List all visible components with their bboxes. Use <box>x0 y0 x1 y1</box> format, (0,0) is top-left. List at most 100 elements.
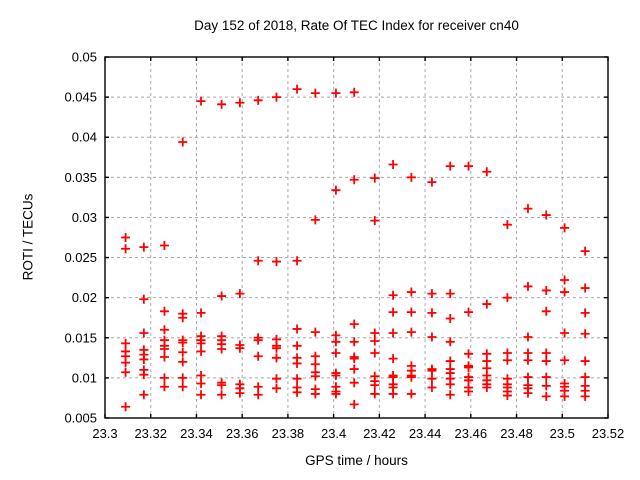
data-point-marker <box>292 256 302 266</box>
data-point-marker <box>310 371 320 381</box>
data-point-marker <box>331 348 341 358</box>
x-tick-label: 23.32 <box>134 426 167 441</box>
y-tick-label: 0.035 <box>64 170 97 185</box>
x-tick-label: 23.38 <box>272 426 305 441</box>
data-point-marker <box>159 352 169 362</box>
data-point-marker <box>502 391 512 401</box>
data-point-marker <box>541 372 551 382</box>
data-point-marker <box>196 346 206 356</box>
data-point-marker <box>178 137 188 147</box>
data-point-marker <box>349 319 359 329</box>
data-point-marker <box>445 161 455 171</box>
data-point-marker <box>253 390 263 400</box>
y-tick-label: 0.04 <box>72 130 97 145</box>
data-point-marker <box>370 389 380 399</box>
data-point-marker <box>560 328 570 338</box>
data-point-marker <box>253 351 263 361</box>
data-point-marker <box>427 332 437 342</box>
data-point-marker <box>139 328 149 338</box>
data-point-marker <box>196 390 206 400</box>
data-point-marker <box>370 336 380 346</box>
data-point-marker <box>388 328 398 338</box>
data-point-marker <box>445 337 455 347</box>
data-point-marker <box>502 355 512 365</box>
data-point-marker <box>406 389 416 399</box>
data-point-marker <box>464 307 474 317</box>
x-axis-title: GPS time / hours <box>305 453 408 468</box>
data-point-marker <box>370 328 380 338</box>
data-point-marker <box>331 337 341 347</box>
data-point-marker <box>159 306 169 316</box>
data-point-marker <box>541 285 551 295</box>
x-tick-label: 23.52 <box>592 426 625 441</box>
data-point-marker <box>482 299 492 309</box>
data-point-marker <box>139 370 149 380</box>
data-point-marker <box>217 390 227 400</box>
data-point-marker <box>349 378 359 388</box>
data-point-marker <box>388 389 398 399</box>
data-point-marker <box>349 399 359 409</box>
data-point-marker <box>310 351 320 361</box>
data-point-marker <box>580 329 590 339</box>
y-tick-label: 0.03 <box>72 210 97 225</box>
data-point-marker <box>310 215 320 225</box>
data-point-marker <box>121 338 131 348</box>
data-point-marker <box>159 241 169 251</box>
data-point-marker <box>178 382 188 392</box>
data-point-marker <box>541 356 551 366</box>
data-point-marker <box>178 357 188 367</box>
data-point-marker <box>388 159 398 169</box>
data-point-marker <box>464 349 474 359</box>
data-point-marker <box>253 335 263 345</box>
data-point-marker <box>349 87 359 97</box>
data-point-marker <box>310 88 320 98</box>
data-point-marker <box>139 294 149 304</box>
data-point-marker <box>121 367 131 377</box>
data-point-marker <box>560 287 570 297</box>
data-point-marker <box>178 373 188 383</box>
data-point-marker <box>217 380 227 390</box>
data-point-marker <box>196 308 206 318</box>
data-point-marker <box>560 223 570 233</box>
data-point-marker <box>541 306 551 316</box>
data-point-marker <box>370 348 380 358</box>
data-point-marker <box>502 220 512 230</box>
data-point-marker <box>217 291 227 301</box>
data-point-marker <box>445 379 455 389</box>
data-point-marker <box>253 382 263 392</box>
data-point-marker <box>580 283 590 293</box>
data-point-marker <box>406 372 416 382</box>
y-tick-label: 0.015 <box>64 330 97 345</box>
data-point-marker <box>445 314 455 324</box>
data-point-marker <box>271 343 281 353</box>
data-point-marker <box>445 289 455 299</box>
data-point-marker <box>292 84 302 94</box>
data-point-marker <box>235 289 245 299</box>
data-point-marker <box>178 347 188 357</box>
data-point-marker <box>541 210 551 220</box>
data-point-marker <box>217 99 227 109</box>
data-point-marker <box>427 366 437 376</box>
data-point-marker <box>482 167 492 177</box>
data-point-marker <box>292 358 302 368</box>
data-point-marker <box>427 383 437 393</box>
data-point-marker <box>427 308 437 318</box>
data-point-marker <box>121 402 131 412</box>
data-point-marker <box>580 372 590 382</box>
data-point-marker <box>196 370 206 380</box>
data-point-marker <box>349 337 359 347</box>
data-point-marker <box>445 356 455 366</box>
data-point-marker <box>370 173 380 183</box>
data-point-marker <box>235 388 245 398</box>
data-point-marker <box>331 185 341 195</box>
x-tick-label: 23.46 <box>455 426 488 441</box>
data-point-marker <box>541 381 551 391</box>
data-point-marker <box>292 324 302 334</box>
data-point-marker <box>331 88 341 98</box>
data-point-marker <box>427 177 437 187</box>
chart-title: Day 152 of 2018, Rate Of TEC Index for r… <box>194 18 519 33</box>
data-point-marker <box>560 355 570 365</box>
y-tick-label: 0.05 <box>72 50 97 65</box>
data-point-marker <box>349 175 359 185</box>
data-point-marker <box>331 389 341 399</box>
